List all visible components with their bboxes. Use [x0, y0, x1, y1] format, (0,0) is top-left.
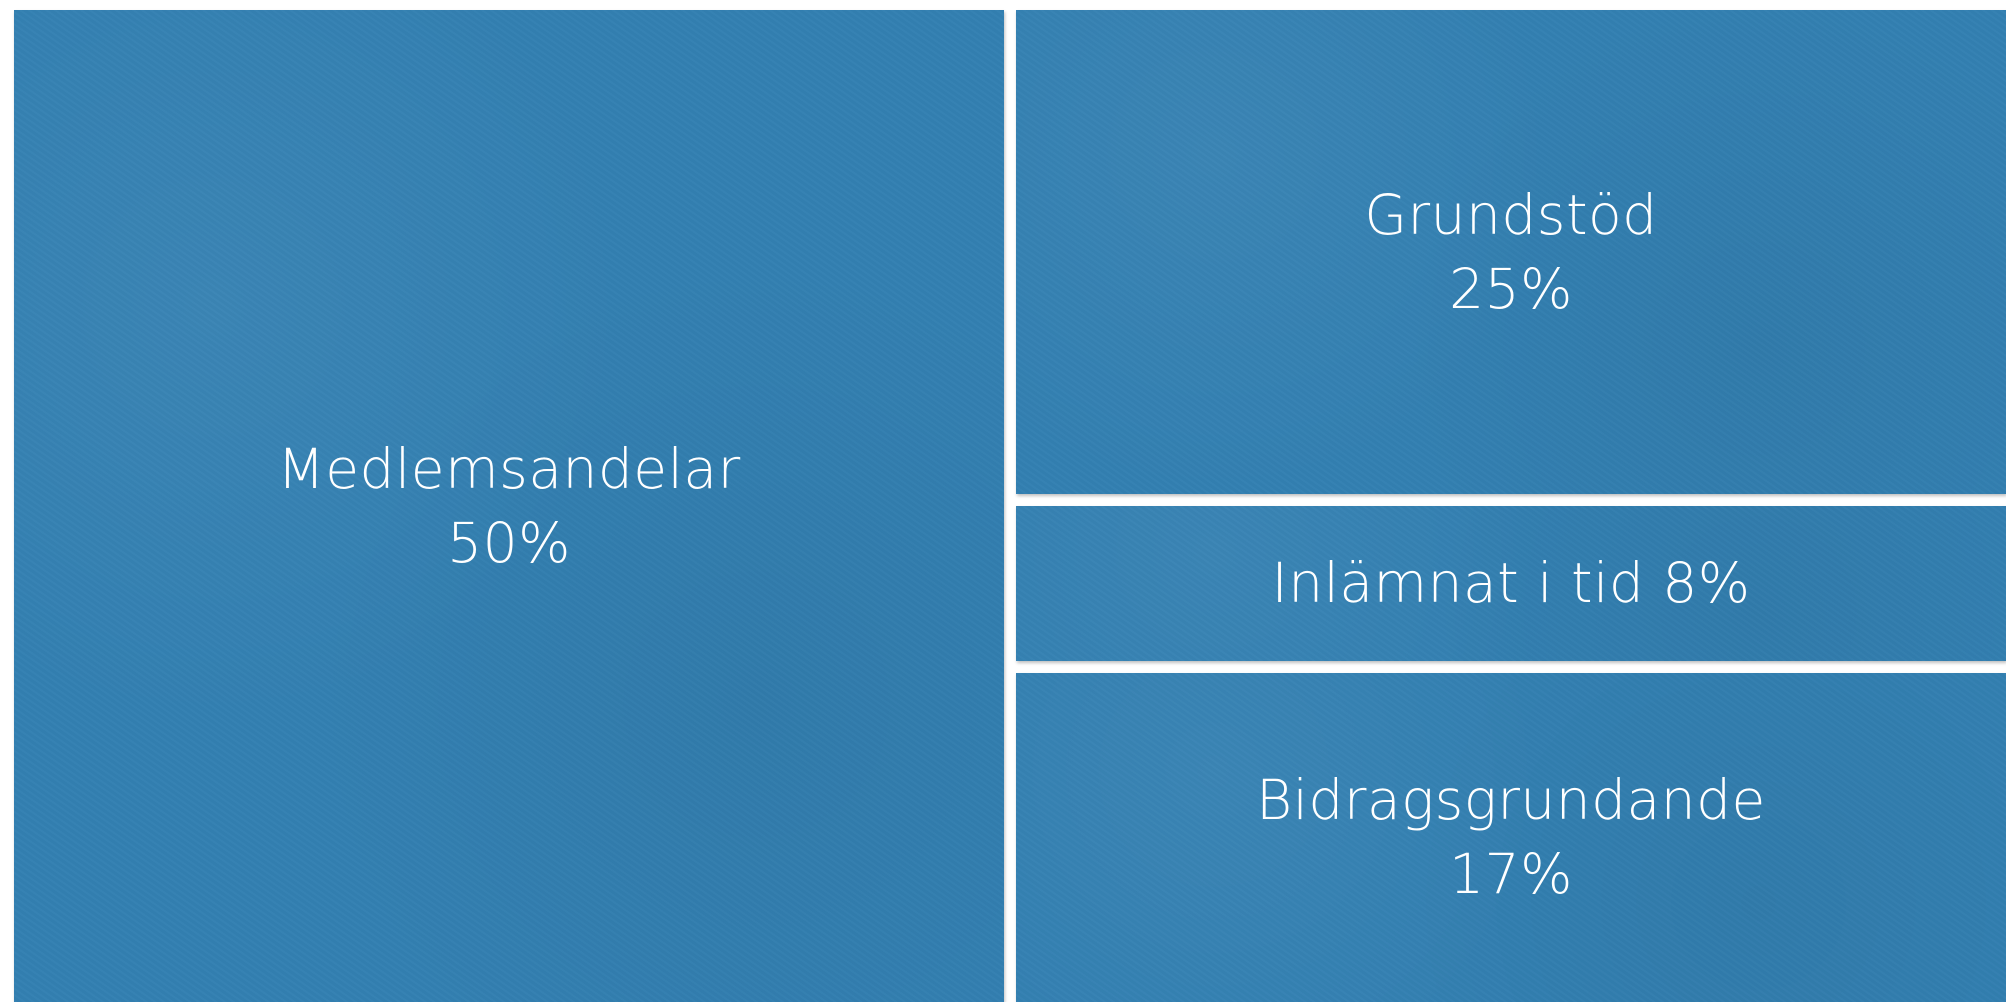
tile-name: Inlämnat i tid: [1271, 551, 1645, 616]
tile-label: Bidragsgrundande 17%: [1256, 763, 1766, 912]
tile-name: Grundstöd: [1364, 182, 1658, 247]
tile-inlamnat-i-tid: Inlämnat i tid 8%: [1016, 506, 2006, 661]
tile-value: 8%: [1662, 551, 1751, 616]
tile-value: 50%: [447, 511, 571, 575]
tile-name: Bidragsgrundande: [1256, 768, 1766, 833]
tile-bidragsgrundande: Bidragsgrundande 17%: [1016, 672, 2006, 1002]
tile-name: Medlemsandelar: [277, 436, 741, 501]
tile-label: Grundstöd 25%: [1364, 178, 1657, 327]
tile-medlemsandelar: Medlemsandelar 50%: [14, 10, 1004, 1002]
tile-grundstod: Grundstöd 25%: [1016, 10, 2006, 494]
tile-label: Inlämnat i tid 8%: [1271, 546, 1750, 620]
tile-label: Medlemsandelar 50%: [277, 432, 740, 581]
tile-value: 17%: [1449, 842, 1573, 907]
tile-value: 25%: [1449, 257, 1573, 321]
